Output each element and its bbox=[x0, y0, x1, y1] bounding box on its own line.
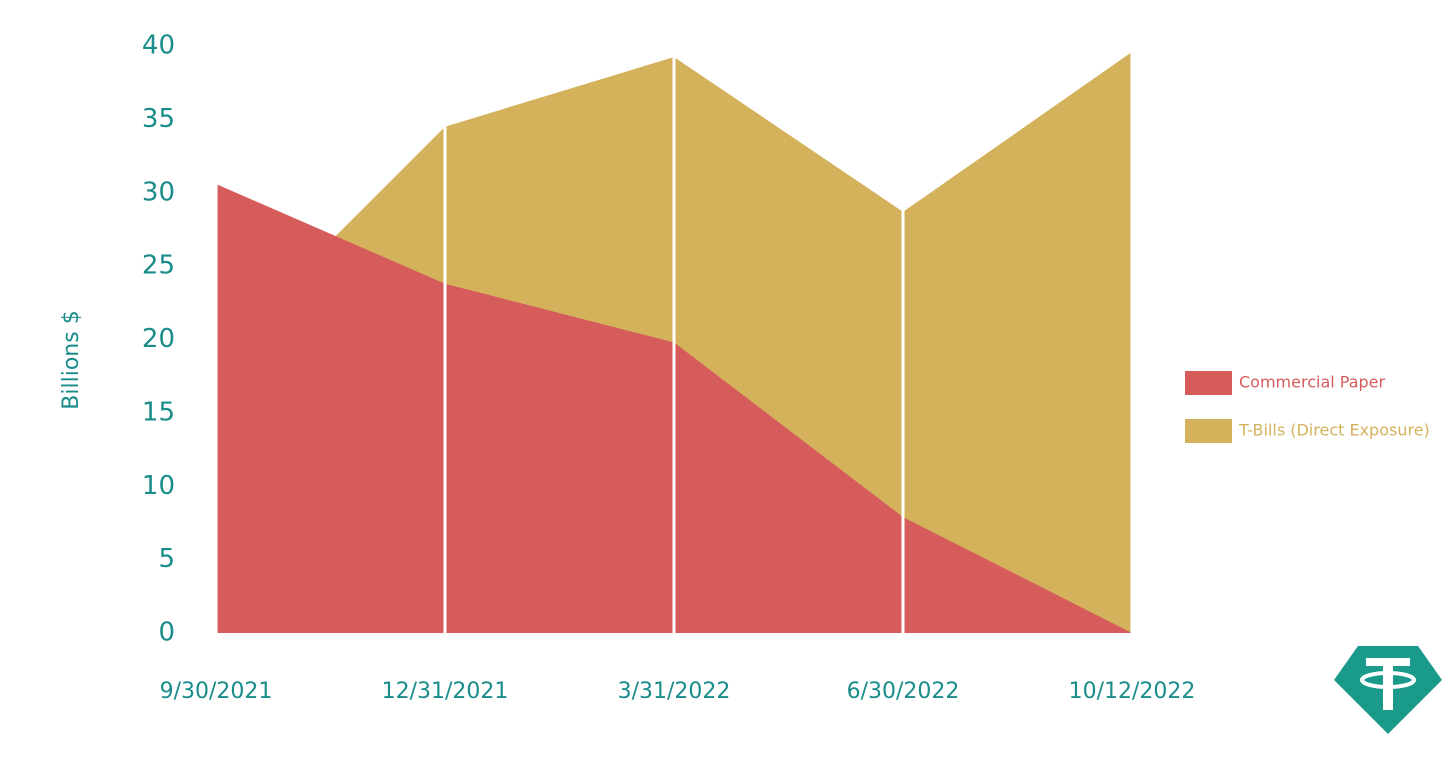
y-tick-label: 30 bbox=[142, 177, 175, 207]
legend-swatch bbox=[1185, 419, 1232, 443]
legend-label: T-Bills (Direct Exposure) bbox=[1238, 421, 1430, 440]
y-tick-label: 0 bbox=[158, 618, 175, 648]
logo bbox=[1334, 646, 1442, 734]
y-tick-label: 35 bbox=[142, 104, 175, 134]
y-tick-label: 25 bbox=[142, 251, 175, 281]
y-axis-title: Billions $ bbox=[59, 310, 84, 409]
logo-bar bbox=[1366, 658, 1410, 666]
x-tick-label: 10/12/2022 bbox=[1069, 679, 1196, 704]
y-tick-label: 15 bbox=[142, 397, 175, 427]
y-tick-label: 5 bbox=[158, 544, 175, 574]
legend-swatch bbox=[1185, 371, 1232, 395]
y-tick-label: 20 bbox=[142, 324, 175, 354]
x-tick-label: 3/31/2022 bbox=[618, 679, 731, 704]
x-tick-label: 6/30/2022 bbox=[847, 679, 960, 704]
logo-ring bbox=[1360, 671, 1416, 689]
y-tick-label: 40 bbox=[142, 31, 175, 61]
y-tick-label: 10 bbox=[142, 471, 175, 501]
legend-label: Commercial Paper bbox=[1239, 373, 1386, 392]
x-tick-label: 9/30/2021 bbox=[160, 679, 273, 704]
x-tick-label: 12/31/2021 bbox=[382, 679, 509, 704]
